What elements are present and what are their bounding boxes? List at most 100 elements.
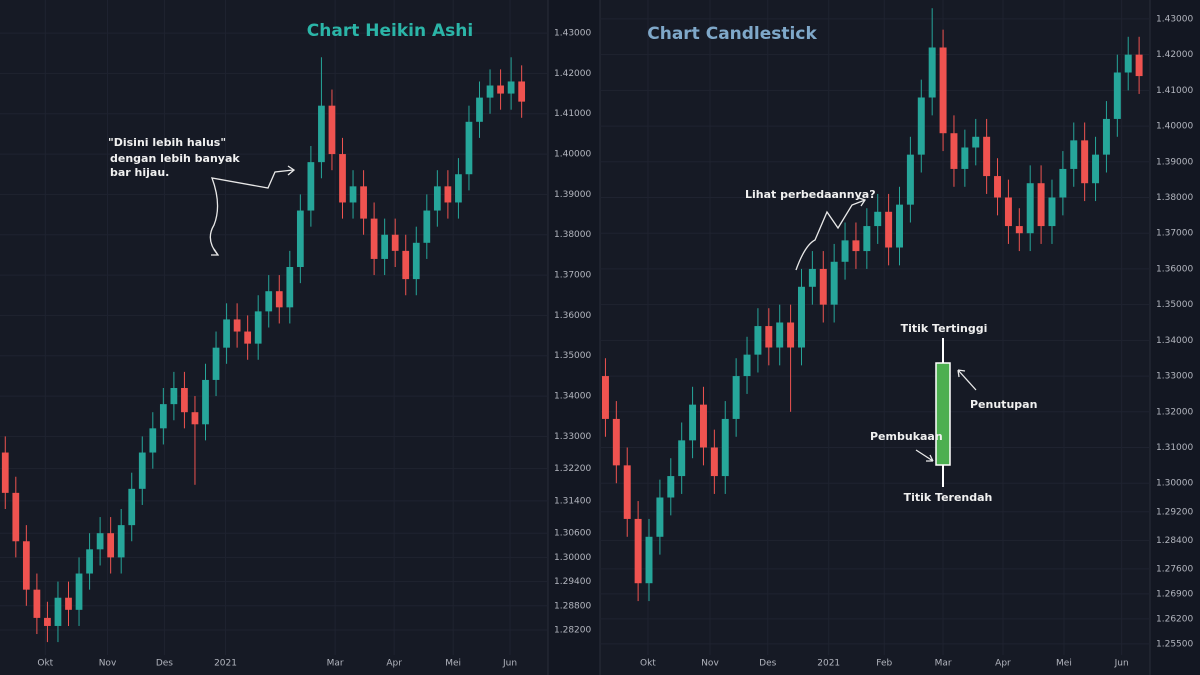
price-axis-left <box>548 0 600 675</box>
candles <box>1 8 1143 643</box>
x-tick-label: Okt <box>37 659 53 669</box>
candle-body <box>296 210 304 268</box>
candle-body <box>928 47 936 98</box>
candle-body <box>885 211 893 248</box>
y-tick-label: 1.35000 <box>1156 300 1193 310</box>
annotation: bar hijau. <box>110 166 169 179</box>
y-tick-label: 1.34000 <box>554 392 591 402</box>
annotation: Titik Terendah <box>904 491 993 504</box>
y-tick-label: 1.43000 <box>554 29 591 39</box>
y-tick-label: 1.27600 <box>1156 564 1193 574</box>
y-tick-label: 1.30600 <box>554 529 591 539</box>
candle-body <box>507 81 515 94</box>
candle-body <box>476 97 483 122</box>
arrow <box>915 449 934 462</box>
candle-body <box>349 186 357 203</box>
y-tick-label: 1.41000 <box>1156 86 1193 96</box>
candle-body <box>1102 118 1110 155</box>
y-tick-label: 1.30000 <box>1156 479 1193 489</box>
candle-body <box>601 376 609 419</box>
chart-title: Chart Candlestick <box>647 24 817 44</box>
arrows <box>209 165 977 462</box>
y-tick-label: 1.26200 <box>1156 614 1193 624</box>
candle-body <box>465 121 473 175</box>
candle-body <box>667 476 675 498</box>
candle-body <box>950 133 958 169</box>
candle-body <box>1135 54 1143 77</box>
candle-body <box>117 525 125 558</box>
candle-body <box>318 105 325 163</box>
candle-body <box>721 418 729 477</box>
candle-body <box>275 291 283 308</box>
y-tick-label: 1.42000 <box>1156 50 1193 60</box>
diagram-body <box>935 362 951 466</box>
annotation: dengan lebih banyak <box>110 152 240 165</box>
candle-body <box>961 147 969 169</box>
y-tick-label: 1.25500 <box>1156 639 1193 649</box>
x-tick-label: 2021 <box>817 659 840 669</box>
candle-body <box>1113 72 1121 119</box>
candle-body <box>444 186 452 203</box>
candle-body <box>841 240 849 262</box>
annotation: Penutupan <box>970 398 1037 411</box>
annotation: Titik Tertinggi <box>901 322 988 335</box>
candle-body <box>710 447 718 477</box>
candle-body <box>33 589 41 618</box>
candle-body <box>75 573 83 610</box>
y-tick-label: 1.29200 <box>1156 507 1193 517</box>
y-tick-label: 1.34000 <box>1156 336 1193 346</box>
y-tick-label: 1.39000 <box>554 190 591 200</box>
candle-body <box>776 322 784 348</box>
candle-body <box>486 85 494 98</box>
candle-body <box>391 234 399 251</box>
candle-body <box>1048 197 1056 227</box>
x-tick-label: Feb <box>876 659 892 669</box>
candle-body <box>787 322 795 348</box>
candle-body <box>233 319 241 332</box>
annotation: Lihat perbedaannya? <box>745 188 876 201</box>
candle-body <box>656 497 664 537</box>
candle-body <box>339 154 346 203</box>
candle-body <box>381 234 389 259</box>
chart-title: Chart Heikin Ashi <box>307 21 473 41</box>
x-tick-label: Des <box>759 659 776 669</box>
candle-body <box>983 136 991 177</box>
candle-body <box>1092 154 1100 184</box>
candle-body <box>1 452 9 493</box>
y-tick-label: 1.39000 <box>1156 157 1193 167</box>
y-tick-label: 1.38000 <box>1156 193 1193 203</box>
y-tick-label: 1.33000 <box>1156 372 1193 382</box>
candle-body <box>830 261 838 305</box>
candle-body <box>54 597 62 626</box>
candle-body <box>412 242 420 280</box>
candle-body <box>939 47 947 134</box>
y-tick-label: 1.40000 <box>554 150 591 160</box>
candle-body <box>689 404 697 441</box>
x-tick-label: Mei <box>1056 659 1072 669</box>
x-tick-label: Des <box>156 659 173 669</box>
candle-body <box>972 136 980 148</box>
candle-body <box>402 250 410 280</box>
y-tick-label: 1.40000 <box>1156 122 1193 132</box>
x-tick-label: Mar <box>327 659 344 669</box>
y-tick-label: 1.31000 <box>1156 443 1193 453</box>
candle-body <box>1004 197 1012 227</box>
candle-body <box>86 549 93 574</box>
candle-body <box>798 286 805 348</box>
candle-body <box>12 492 20 542</box>
candle-body <box>906 154 914 205</box>
labels: 1.43000 1.42000 1.41000 1.40000 1.39000 1.380… <box>37 14 1193 668</box>
candle-body <box>678 440 686 477</box>
price-axis-right <box>1150 0 1200 675</box>
candle-body <box>994 176 1002 198</box>
x-tick-label: Jun <box>1114 659 1129 669</box>
candle-body <box>328 105 336 155</box>
y-tick-label: 1.28800 <box>554 601 591 611</box>
y-tick-label: 1.31400 <box>554 496 591 506</box>
candle-body <box>743 354 751 377</box>
candle-diagram <box>935 338 951 487</box>
x-tick-label: Apr <box>386 659 402 669</box>
y-tick-label: 1.28400 <box>1156 536 1193 546</box>
x-tick-label: Okt <box>640 659 656 669</box>
